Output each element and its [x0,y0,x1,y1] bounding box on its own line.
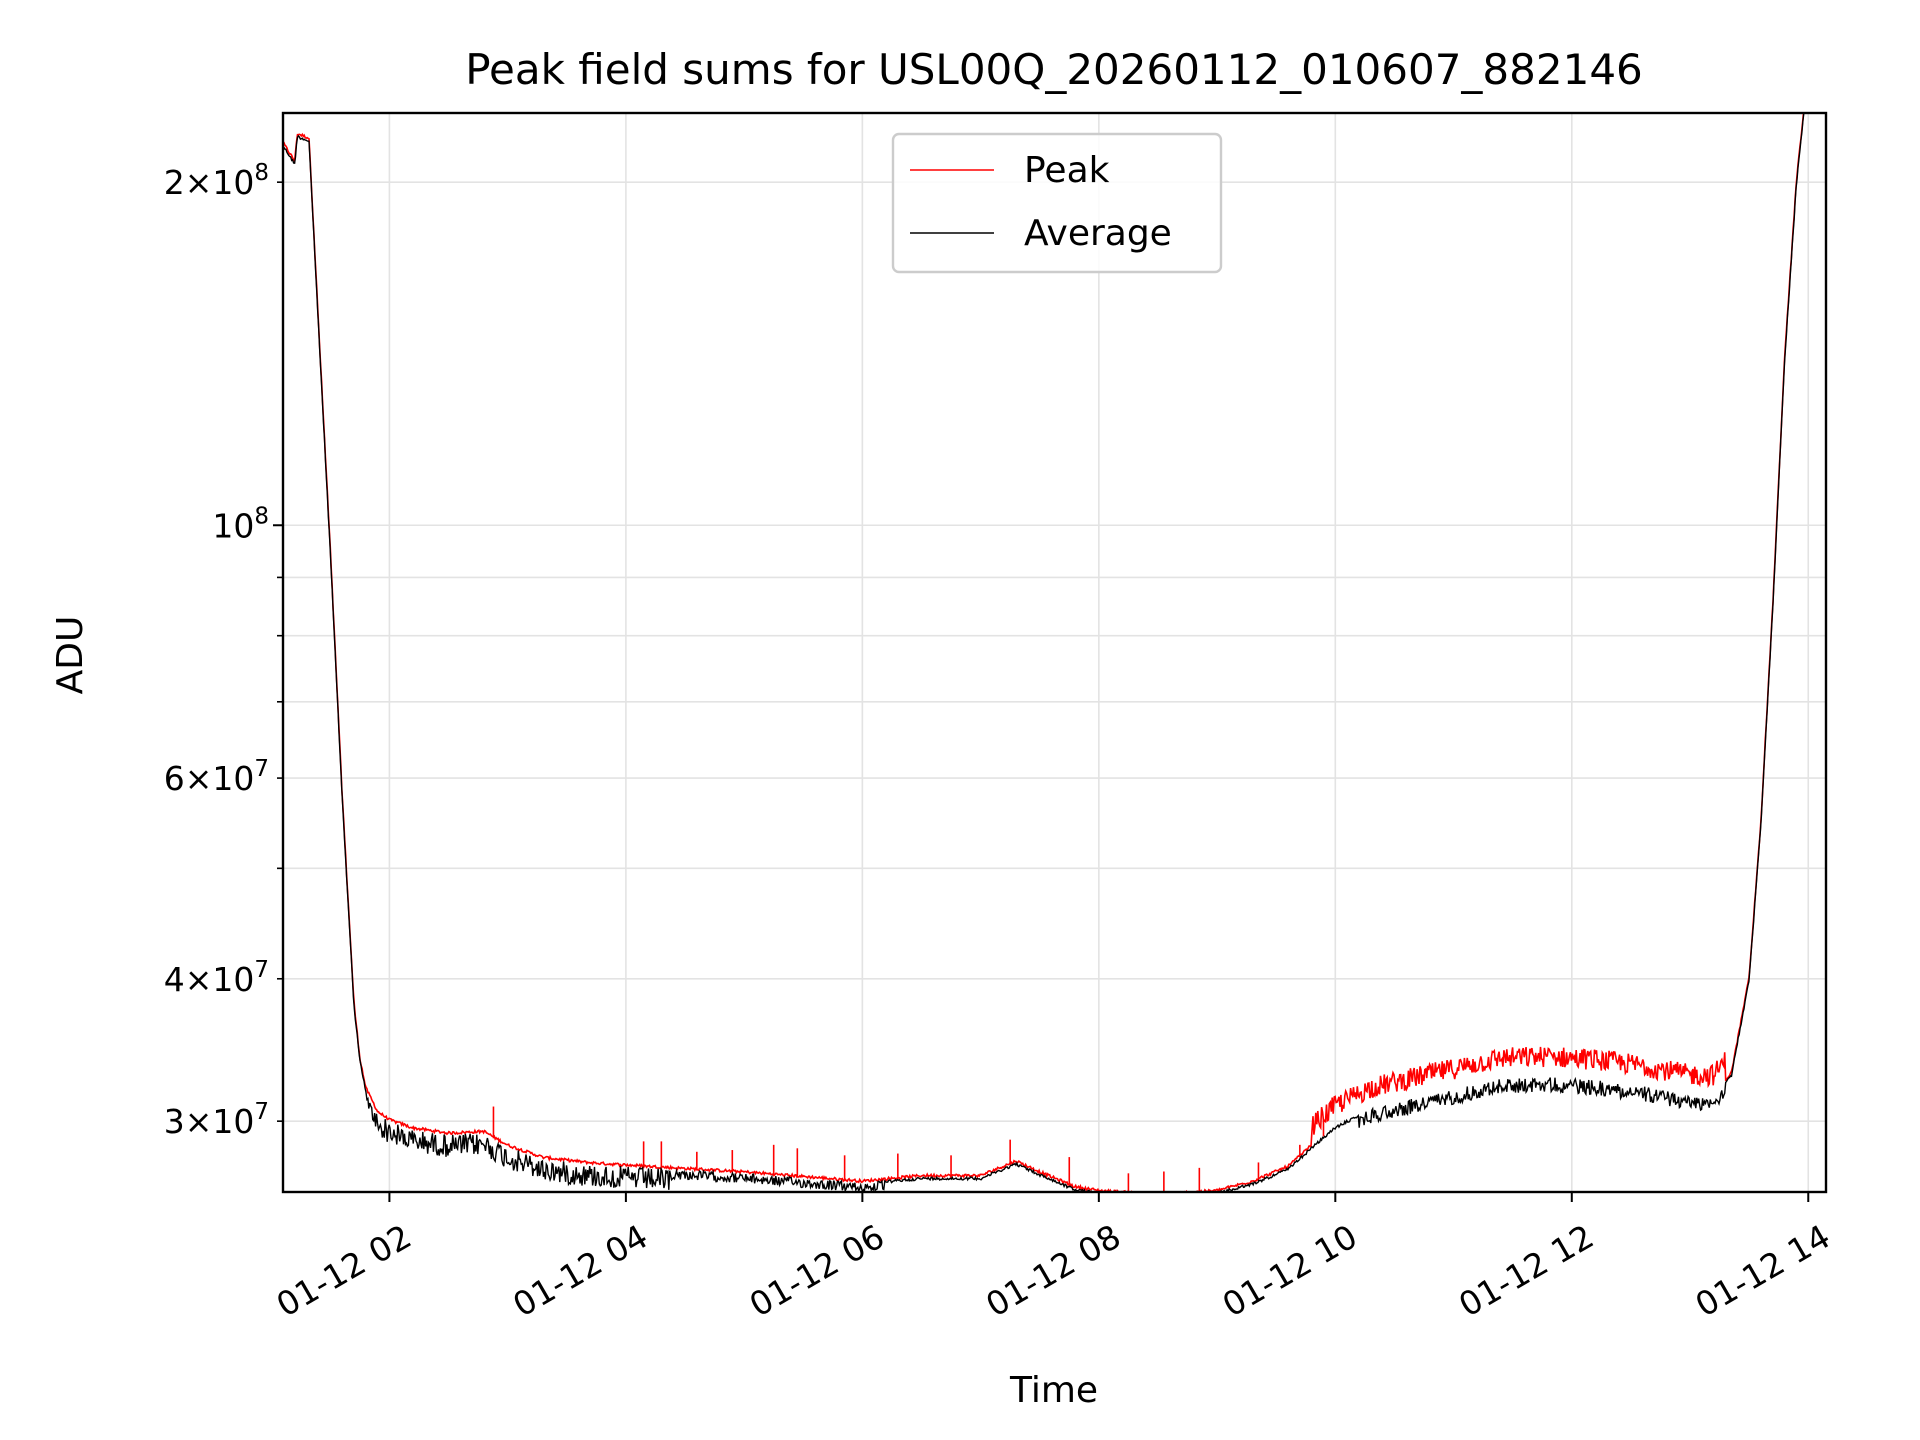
y-axis: 108 3×107 4×107 6×107 2×108 [164,160,283,1141]
y-tick-label: 2×108 [164,160,269,202]
chart-title: Peak field sums for USL00Q_20260112_0106… [465,45,1643,94]
grid-lines [283,113,1826,1192]
x-axis-label: Time [1009,1370,1098,1411]
plot-frame [281,111,1828,1194]
y-axis-label: ADU [50,616,91,695]
legend: Peak Average [891,132,1223,274]
y-tick-label: 108 [212,503,269,545]
peak-line [283,113,1805,1192]
series-peak [283,113,1805,1192]
legend-average-label: Average [1024,213,1172,254]
y-tick-label: 3×107 [164,1099,269,1141]
y-tick-label: 4×107 [164,957,269,999]
legend-peak-label: Peak [1024,150,1110,191]
legend-box [891,132,1223,274]
y-tick-label: 6×107 [164,756,269,798]
series-average [283,113,1805,1192]
average-line [283,113,1805,1192]
